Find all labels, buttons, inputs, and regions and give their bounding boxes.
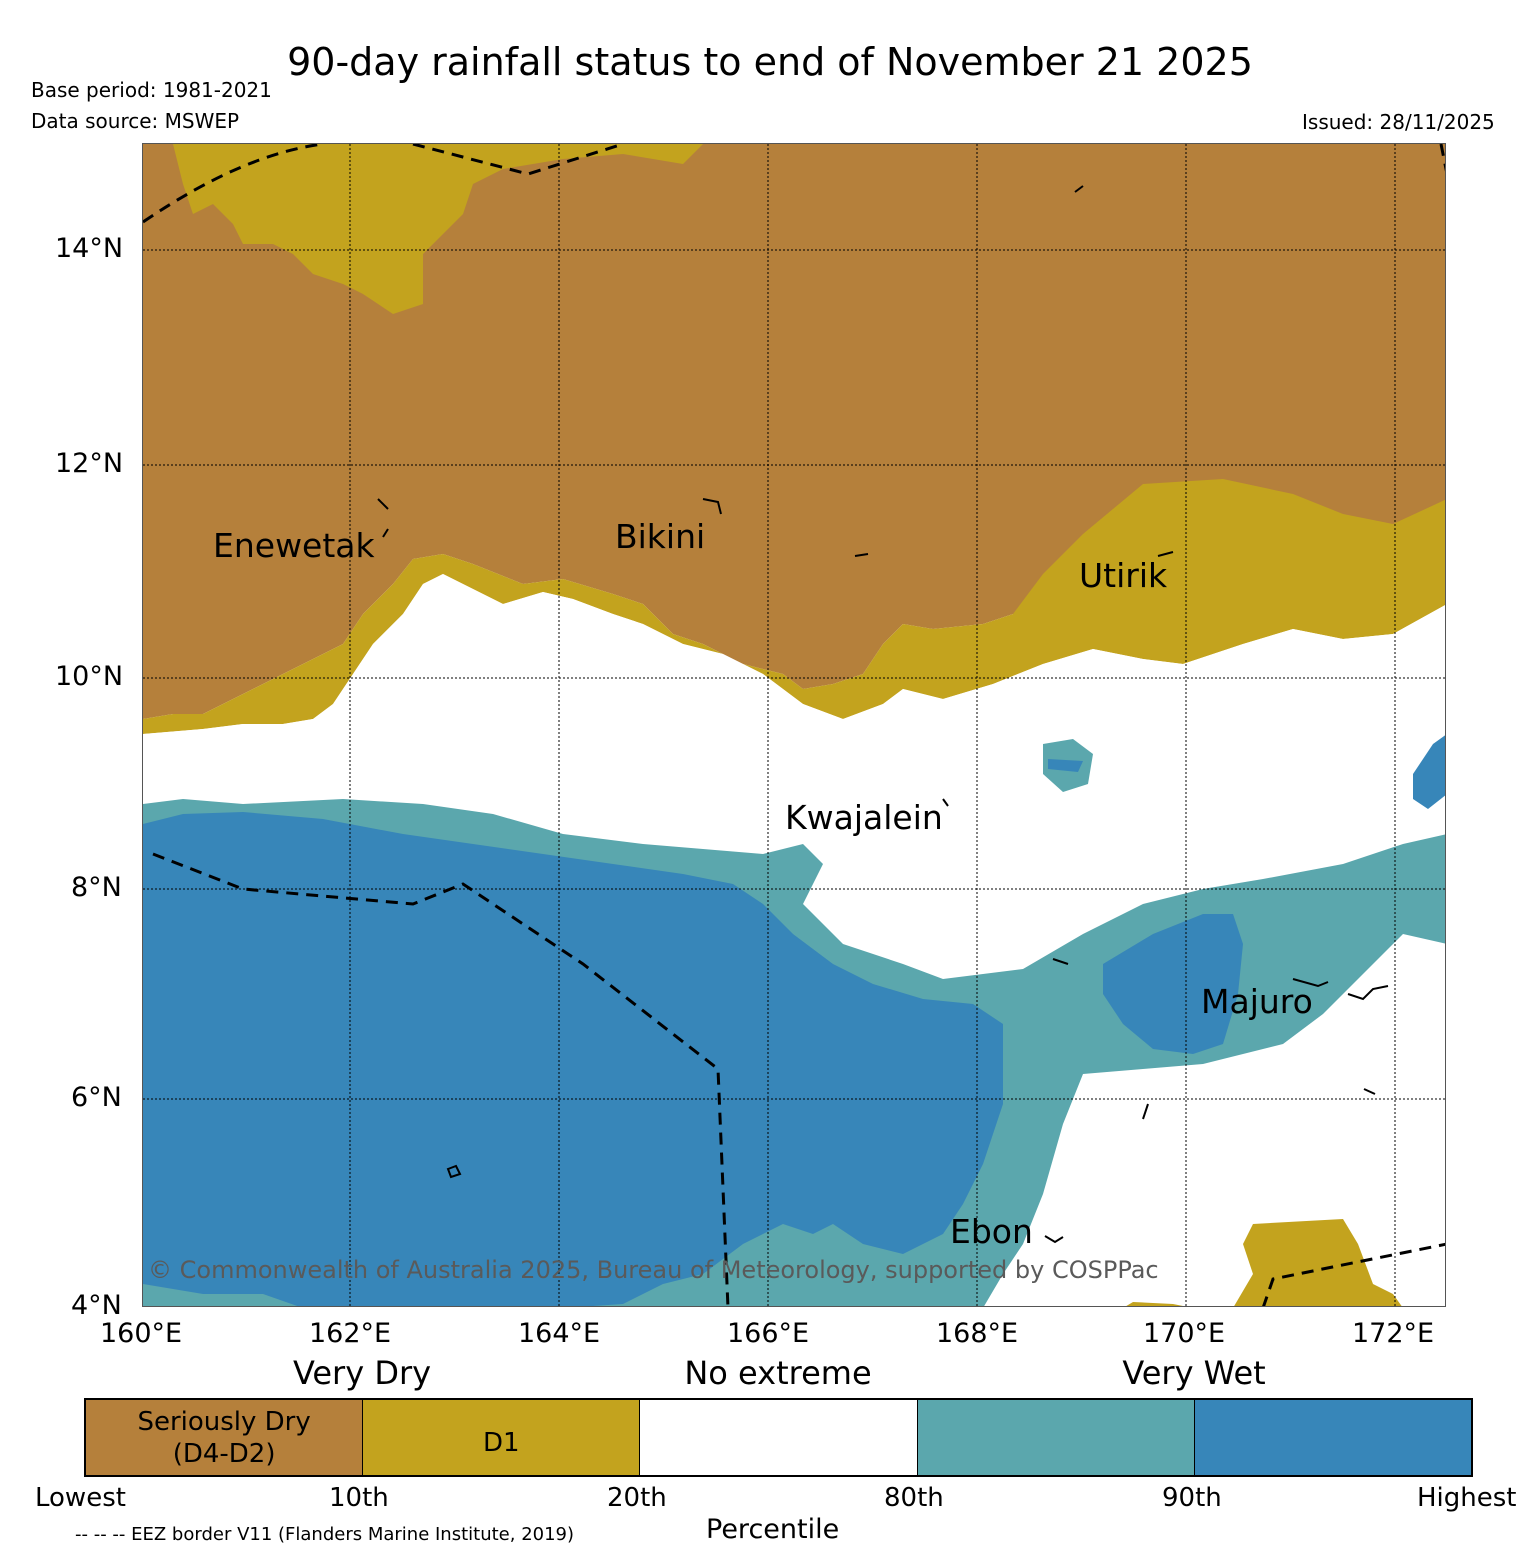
lon-label-162e: 162°E bbox=[309, 1318, 392, 1349]
place-enewetak: Enewetak bbox=[213, 526, 375, 565]
lat-label-14n: 14°N bbox=[55, 233, 124, 264]
very-wet-region bbox=[143, 812, 1003, 1306]
lon-label-172e: 172°E bbox=[1352, 1318, 1435, 1349]
issued-date: Issued: 28/11/2025 bbox=[1302, 110, 1495, 134]
tick-20th: 20th bbox=[607, 1483, 667, 1513]
lat-label-4n: 4°N bbox=[71, 1290, 122, 1321]
lon-label-170e: 170°E bbox=[1143, 1318, 1226, 1349]
legend-no-extreme: No extreme bbox=[684, 1354, 872, 1392]
eez-borders bbox=[143, 144, 1445, 1306]
map-canvas bbox=[143, 144, 1445, 1306]
d1-region-north bbox=[173, 144, 703, 314]
gridlines bbox=[143, 144, 1445, 1306]
legend-d1-label: D1 bbox=[483, 1427, 520, 1458]
tick-80th: 80th bbox=[884, 1483, 944, 1513]
place-kwajalein: Kwajalein bbox=[785, 798, 943, 837]
lon-label-168e: 168°E bbox=[936, 1318, 1019, 1349]
legend-very-wet: Very Wet bbox=[1122, 1354, 1266, 1392]
tick-90th: 90th bbox=[1162, 1483, 1222, 1513]
legend-segment-very-wet bbox=[1194, 1400, 1472, 1475]
map-title: 90-day rainfall status to end of Novembe… bbox=[287, 40, 1253, 84]
tick-10th: 10th bbox=[329, 1483, 389, 1513]
d1-region-south bbox=[1126, 1302, 1183, 1306]
lat-label-6n: 6°N bbox=[71, 1082, 122, 1113]
no-extreme-gap bbox=[143, 574, 1445, 844]
legend-segment-d1: D1 bbox=[363, 1400, 641, 1475]
d1-band bbox=[143, 479, 1445, 734]
data-source: Data source: MSWEP bbox=[31, 109, 240, 133]
legend-seriously-dry-line2: (D4-D2) bbox=[172, 1438, 276, 1469]
tick-lowest: Lowest bbox=[35, 1483, 126, 1513]
tick-highest: Highest bbox=[1417, 1483, 1517, 1513]
legend-segment-seriously-dry: Seriously Dry (D4-D2) bbox=[86, 1400, 364, 1475]
place-majuro: Majuro bbox=[1201, 982, 1313, 1021]
lat-label-10n: 10°N bbox=[55, 661, 124, 692]
lon-label-164e: 164°E bbox=[518, 1318, 601, 1349]
eez-border-note: -- -- -- EEZ border V11 (Flanders Marine… bbox=[75, 1524, 575, 1545]
legend-very-dry: Very Dry bbox=[292, 1354, 432, 1392]
lat-label-12n: 12°N bbox=[55, 448, 124, 479]
legend-segment-wet bbox=[917, 1400, 1195, 1475]
place-utirik: Utirik bbox=[1079, 556, 1168, 595]
very-wet-east bbox=[1413, 735, 1445, 809]
rainfall-map: Enewetak Bikini Utirik Kwajalein Majuro … bbox=[142, 143, 1446, 1307]
base-period: Base period: 1981-2021 bbox=[31, 78, 272, 102]
place-bikini: Bikini bbox=[615, 517, 706, 556]
very-wet-patch-9n bbox=[1048, 759, 1083, 772]
island-outlines bbox=[377, 185, 1389, 1244]
d1-region-southeast bbox=[1234, 1219, 1402, 1306]
copyright-notice: © Commonwealth of Australia 2025, Bureau… bbox=[148, 1256, 1159, 1284]
very-wet-majuro bbox=[1103, 914, 1243, 1054]
legend-seriously-dry-line1: Seriously Dry bbox=[137, 1406, 311, 1437]
lat-label-8n: 8°N bbox=[71, 872, 122, 903]
lon-label-160e: 160°E bbox=[100, 1318, 183, 1349]
place-ebon: Ebon bbox=[950, 1212, 1033, 1251]
legend-colorbar: Seriously Dry (D4-D2) D1 bbox=[84, 1398, 1473, 1477]
legend-segment-no-extreme bbox=[640, 1400, 918, 1475]
percentile-axis-label: Percentile bbox=[706, 1514, 840, 1545]
lon-label-166e: 166°E bbox=[727, 1318, 810, 1349]
